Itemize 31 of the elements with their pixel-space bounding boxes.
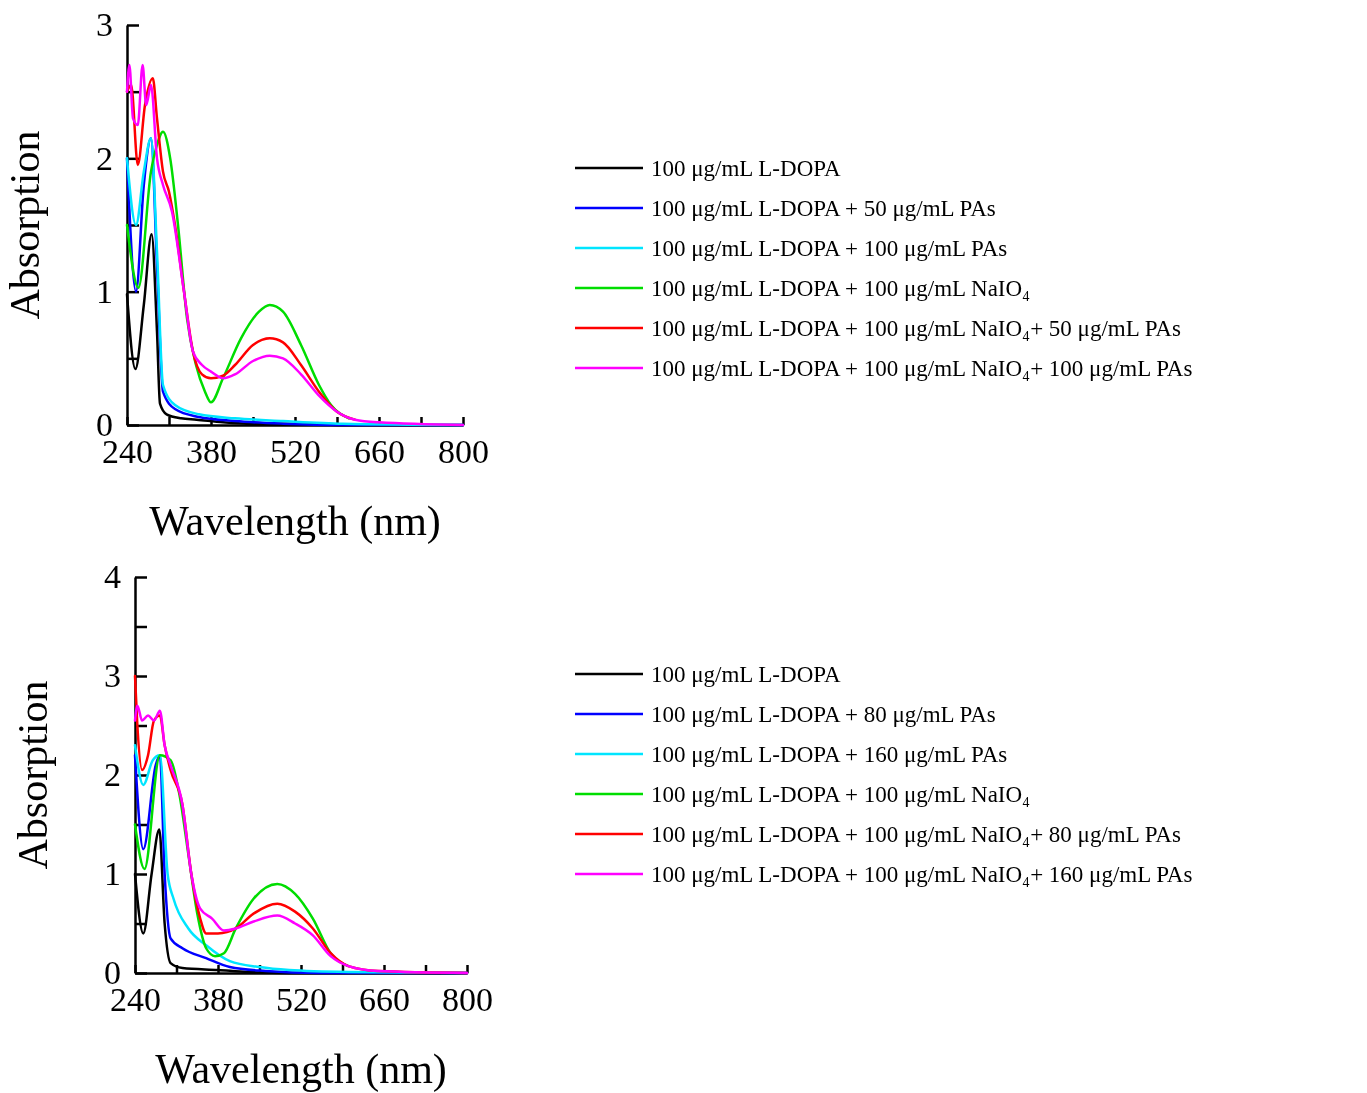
x-tick-label: 660 [354,433,405,471]
y-tick-label: 3 [104,657,121,695]
legend-label: 100 μg/mL L-DOPA + 100 μg/mL NaIO₄ [651,276,1031,302]
legend-label: 100 μg/mL L-DOPA [651,156,841,182]
legend-label: 100 μg/mL L-DOPA + 100 μg/mL NaIO₄+ 160 μg/mL PAs [651,862,1193,888]
legend-label: 100 μg/mL L-DOPA + 100 μg/mL NaIO₄+ 50 μg/mL PAs [651,316,1181,342]
legend-label: 100 μg/mL L-DOPA + 100 μg/mL NaIO₄ [651,782,1031,808]
legend-label: 100 μg/mL L-DOPA + 160 μg/mL PAs [651,742,1008,768]
y-tick-label: 4 [104,558,121,596]
y-tick-label: 2 [96,139,113,177]
legend-label: 100 μg/mL L-DOPA [651,662,841,688]
y-tick-label: 1 [96,273,113,311]
x-tick-label: 520 [276,981,327,1019]
legend-label: 100 μg/mL L-DOPA + 100 μg/mL NaIO₄+ 80 μg/mL PAs [651,822,1181,848]
x-tick-label: 800 [438,433,489,471]
x-tick-label: 380 [186,433,237,471]
y-axis-title: Absorption [10,680,56,870]
y-tick-label: 1 [104,855,121,893]
x-tick-label: 380 [193,981,244,1019]
legend-label: 100 μg/mL L-DOPA + 50 μg/mL PAs [651,196,996,222]
legend-label: 100 μg/mL L-DOPA + 80 μg/mL PAs [651,702,996,728]
x-tick-label: 660 [359,981,410,1019]
y-tick-label: 3 [96,6,113,44]
legend-label: 100 μg/mL L-DOPA + 100 μg/mL NaIO₄+ 100 μg/mL PAs [651,356,1193,382]
x-axis-title: Wavelength (nm) [149,498,441,545]
y-axis-title: Absorption [2,130,48,320]
x-axis-title: Wavelength (nm) [155,1046,447,1093]
legend-label: 100 μg/mL L-DOPA + 100 μg/mL PAs [651,236,1008,262]
x-tick-label: 520 [270,433,321,471]
x-tick-label: 800 [442,981,493,1019]
y-tick-label: 2 [104,756,121,794]
